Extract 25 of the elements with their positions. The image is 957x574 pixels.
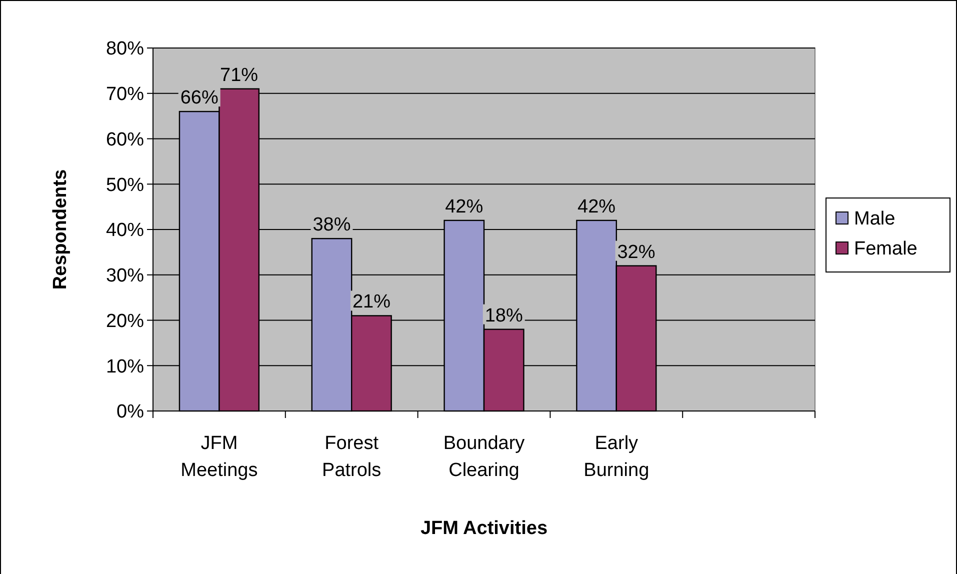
x-tick-label: Forest Patrols [322, 433, 382, 481]
data-label: 38% [312, 214, 351, 236]
y-tick-label: 10% [106, 356, 144, 378]
y-tick-label: 50% [106, 174, 144, 196]
y-tick-label: 80% [106, 38, 144, 60]
legend-label: Male [854, 208, 896, 230]
data-label: 66% [180, 88, 218, 109]
data-label: 21% [352, 292, 391, 313]
y-tick-label: 60% [106, 129, 144, 150]
y-axis-title: Respondents [50, 169, 71, 290]
data-label: 42% [445, 196, 484, 218]
y-tick-label: 70% [106, 84, 144, 106]
x-tick-label: Boundary Clearing [443, 433, 526, 481]
y-tick-label: 20% [106, 310, 144, 332]
y-tick-label: 0% [116, 402, 144, 423]
legend-label: Female [854, 238, 918, 260]
x-tick-label: Early Burning [584, 433, 650, 481]
data-label: 18% [484, 305, 523, 326]
y-tick-label: 40% [106, 220, 144, 242]
x-axis-title: JFM Activities [420, 518, 548, 539]
data-label: 32% [617, 242, 656, 263]
x-tick-label: JFM Meetings [180, 433, 258, 481]
data-label: 42% [578, 196, 616, 218]
y-tick-label: 30% [106, 266, 144, 287]
data-label: 71% [220, 64, 258, 86]
